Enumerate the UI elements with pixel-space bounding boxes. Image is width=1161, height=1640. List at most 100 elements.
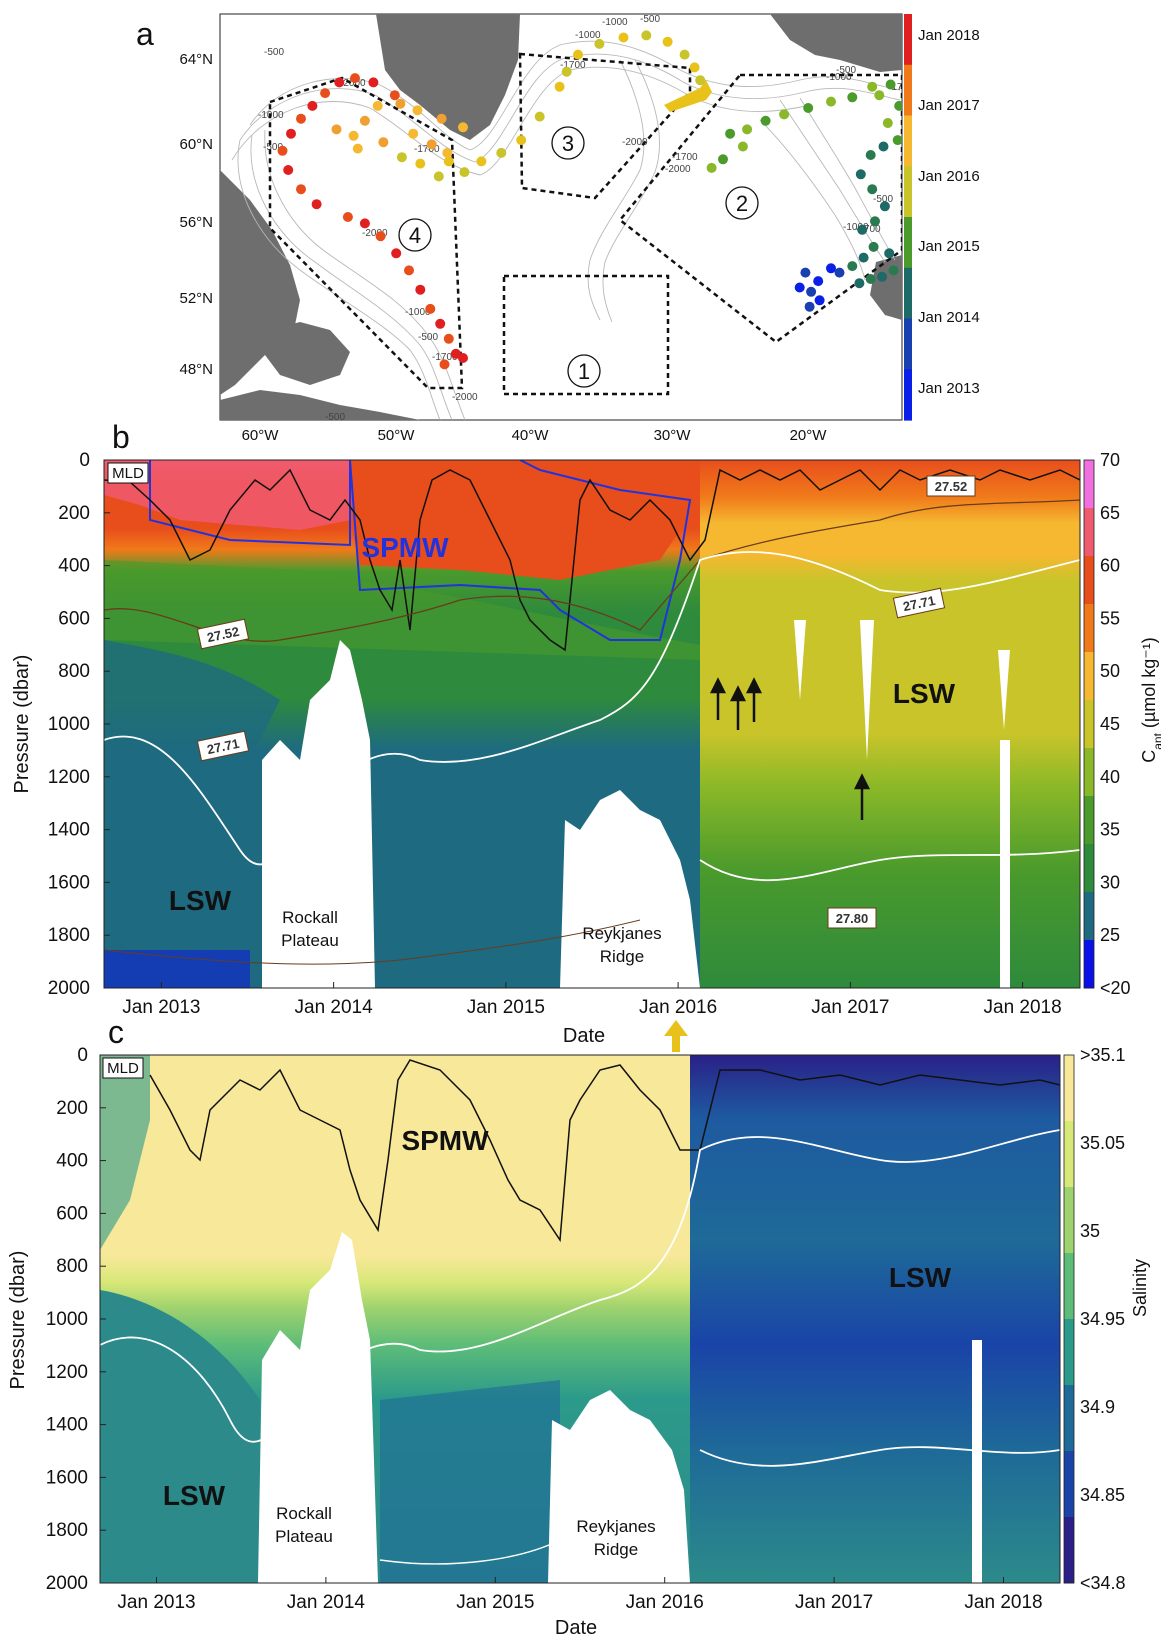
float-point [865,274,876,284]
float-point [760,115,771,126]
svg-text:-1000: -1000 [826,72,852,83]
svg-text:-500: -500 [873,194,893,205]
map-xtick: 40°W [512,427,550,444]
y-tick-label: 2000 [48,978,90,999]
float-point [296,184,306,195]
map-colorbar-label: Jan 2018 [918,27,980,44]
float-point [296,113,306,124]
isopycnal-white-upper-c [100,1129,1060,1443]
svg-text:-1700: -1700 [888,82,914,93]
svg-text:-2000: -2000 [622,137,648,148]
map-ytick: 64°N [179,51,213,68]
float-point [847,92,858,103]
region-3-outline [518,52,692,200]
float-point [426,139,437,150]
float-point [404,265,414,276]
map-colorbar-label: Jan 2016 [918,168,980,185]
float-point [826,96,836,107]
ylabel-b: Pressure (dbar) [11,655,33,794]
y-tick-label: 1600 [46,1467,88,1488]
colorbar-tick-label: >35.1 [1080,1045,1126,1065]
yellow-arrow-b [664,1020,688,1052]
float-point [725,128,736,139]
contour-labels: -500 -1000 -1700 -2000 -500 -1000 -2000 … [258,14,914,420]
float-point [415,158,426,169]
float-point [391,248,402,259]
colorbar-tick-label: 25 [1100,925,1120,945]
float-trajectory-points [277,30,902,370]
colorbar-segment [1064,1319,1074,1386]
colorbar-tick-label: <34.8 [1080,1573,1126,1593]
xlabel-c: Date [555,1617,597,1639]
float-point [350,73,360,84]
land-iceland [770,14,902,72]
y-tick-label: 1200 [48,767,90,788]
spmw-label-c: SPMW [401,1125,489,1156]
y-tick-label: 200 [58,503,90,524]
colorbar-segment [1084,508,1094,557]
reykjanes-label-c-2: Ridge [594,1540,638,1559]
y-tick-label: 0 [79,450,90,471]
float-point [742,124,753,135]
float-point [594,38,605,49]
float-point [458,122,468,133]
y-tick-label: 1000 [46,1309,88,1330]
colorbar-tick-label: 60 [1100,556,1120,576]
svg-text:3: 3 [562,131,574,156]
panel-c: c MLD SPMW LSW LSW Rockall Plateau Reykj [7,1014,1150,1639]
colorbar-segment [1064,1055,1074,1122]
float-point [826,263,836,274]
y-tick-label: 600 [56,1203,88,1224]
colorbar-segment [1084,940,1094,989]
x-tick-label: Jan 2013 [122,997,200,1018]
colorbar-segment [1084,796,1094,845]
float-point [618,32,629,43]
isopycnal-2780-b [699,849,1080,882]
bathymetry-contours [231,40,901,420]
float-point [307,100,318,111]
float-point [573,49,583,60]
float-point [803,103,814,113]
colorbar-segment [1084,892,1094,941]
float-point [359,115,370,126]
region-labels: 1 2 3 4 [398,126,759,388]
float-point [882,118,893,128]
xlabel-b: Date [563,1025,605,1047]
map-yellow-arrow [664,80,712,112]
region-2-outline [618,73,902,344]
lsw-label-b-left: LSW [169,885,232,916]
svg-text:-1700: -1700 [432,352,458,363]
float-point [534,111,545,122]
float-point [283,165,294,175]
svg-text:27.52: 27.52 [206,624,241,645]
float-point [458,353,468,363]
rockall-label-c-2: Plateau [275,1527,333,1546]
svg-text:-2000: -2000 [452,392,478,403]
float-point [277,145,288,156]
float-point [806,286,817,297]
mld-badge-b [107,462,149,484]
svg-text:-1700: -1700 [560,60,586,71]
float-point [706,162,717,173]
float-point [813,276,824,287]
panel-b: b [11,419,1161,1052]
map-colorbar-segment [904,318,912,370]
land-greenland [376,14,520,140]
panel-b-y-ticks: 0 200 400 600 800 1000 1200 1400 1600 1800 2000 [48,450,110,999]
float-point [443,333,454,344]
float-point [878,141,889,152]
map-x-ticks: 60°W 50°W 40°W 30°W 20°W [242,427,828,444]
colorbar-tick-label: 50 [1100,661,1120,681]
float-point [359,218,370,229]
float-point [331,124,342,135]
float-point [425,303,436,314]
colorbar-segment [1084,460,1094,509]
map-colorbar-segment [904,267,912,320]
reykjanes-gap [560,790,700,988]
x-tick-label: Jan 2013 [117,1592,195,1613]
svg-text:-2000: -2000 [665,164,691,175]
float-point [858,252,869,263]
map-colorbar-label: Jan 2017 [918,97,980,114]
rockall-gap [262,640,375,988]
float-point [433,171,444,182]
